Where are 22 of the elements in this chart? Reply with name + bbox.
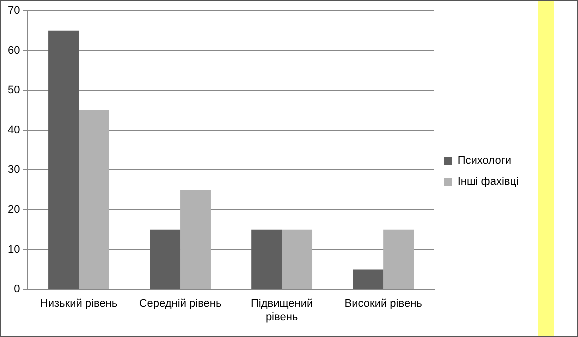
bar (180, 190, 211, 290)
bar (252, 230, 282, 290)
y-tick-label: 50 (8, 84, 20, 97)
bar (79, 110, 110, 290)
y-tick-label: 30 (8, 164, 20, 176)
bar (282, 230, 313, 290)
y-tick-label: 60 (8, 44, 20, 57)
y-tick-label: 20 (8, 204, 20, 216)
y-tick-label: 10 (8, 244, 20, 256)
y-tick-label: 40 (8, 124, 20, 136)
y-tick-label: 0 (14, 284, 20, 296)
legend-label: Інші фахівці (458, 176, 519, 188)
x-tick-label: Підвищений рівень (250, 298, 314, 324)
bar (384, 230, 414, 290)
bar (48, 30, 79, 290)
legend-label: Психологи (458, 155, 512, 168)
x-tick-label: Низький рівень (40, 298, 118, 310)
bar (353, 270, 384, 290)
bar (150, 230, 181, 290)
x-tick-label: Середній рівень (139, 298, 222, 310)
y-tick-label: 70 (8, 5, 20, 18)
x-tick-label: Високий рівень (344, 298, 423, 310)
